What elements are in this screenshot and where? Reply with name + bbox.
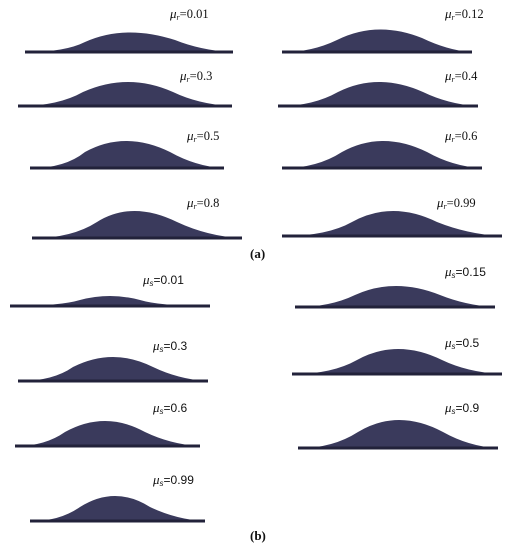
pile-b-1 — [295, 286, 495, 309]
pile-b-3 — [292, 349, 502, 376]
pile-a-4 — [30, 141, 224, 170]
label-a-0: μr=0.01 — [170, 6, 209, 22]
pile-b-5 — [298, 420, 498, 450]
pile-b-6 — [30, 496, 205, 523]
label-b-4: μs=0.6 — [153, 400, 188, 416]
pile-a-0 — [25, 32, 233, 54]
pile-a-1 — [282, 29, 472, 54]
pile-b-0 — [10, 296, 210, 308]
label-a-7: μr=0.99 — [437, 195, 476, 211]
label-a-2: μr=0.3 — [180, 68, 213, 84]
label-a-1: μr=0.12 — [445, 6, 484, 22]
label-b-3: μs=0.5 — [445, 335, 480, 351]
label-b-1: μs=0.15 — [445, 264, 486, 280]
label-b-6: μs=0.99 — [153, 472, 194, 488]
pile-a-3 — [278, 82, 478, 108]
pile-a-7 — [282, 211, 502, 238]
label-b-5: μs=0.9 — [445, 400, 480, 416]
pile-a-6 — [32, 211, 242, 240]
label-a-3: μr=0.4 — [445, 68, 478, 84]
label-b-0: μs=0.01 — [143, 272, 184, 288]
label-a-6: μr=0.8 — [187, 195, 220, 211]
label-b-2: μs=0.3 — [153, 338, 188, 354]
caption-b: (b) — [250, 528, 266, 543]
pile-a-2 — [18, 82, 232, 108]
label-a-4: μr=0.5 — [187, 128, 220, 144]
label-a-5: μr=0.6 — [445, 128, 478, 144]
pile-b-2 — [18, 357, 208, 383]
caption-a: (a) — [250, 246, 266, 261]
pile-a-5 — [282, 141, 482, 170]
pile-b-4 — [15, 421, 200, 448]
